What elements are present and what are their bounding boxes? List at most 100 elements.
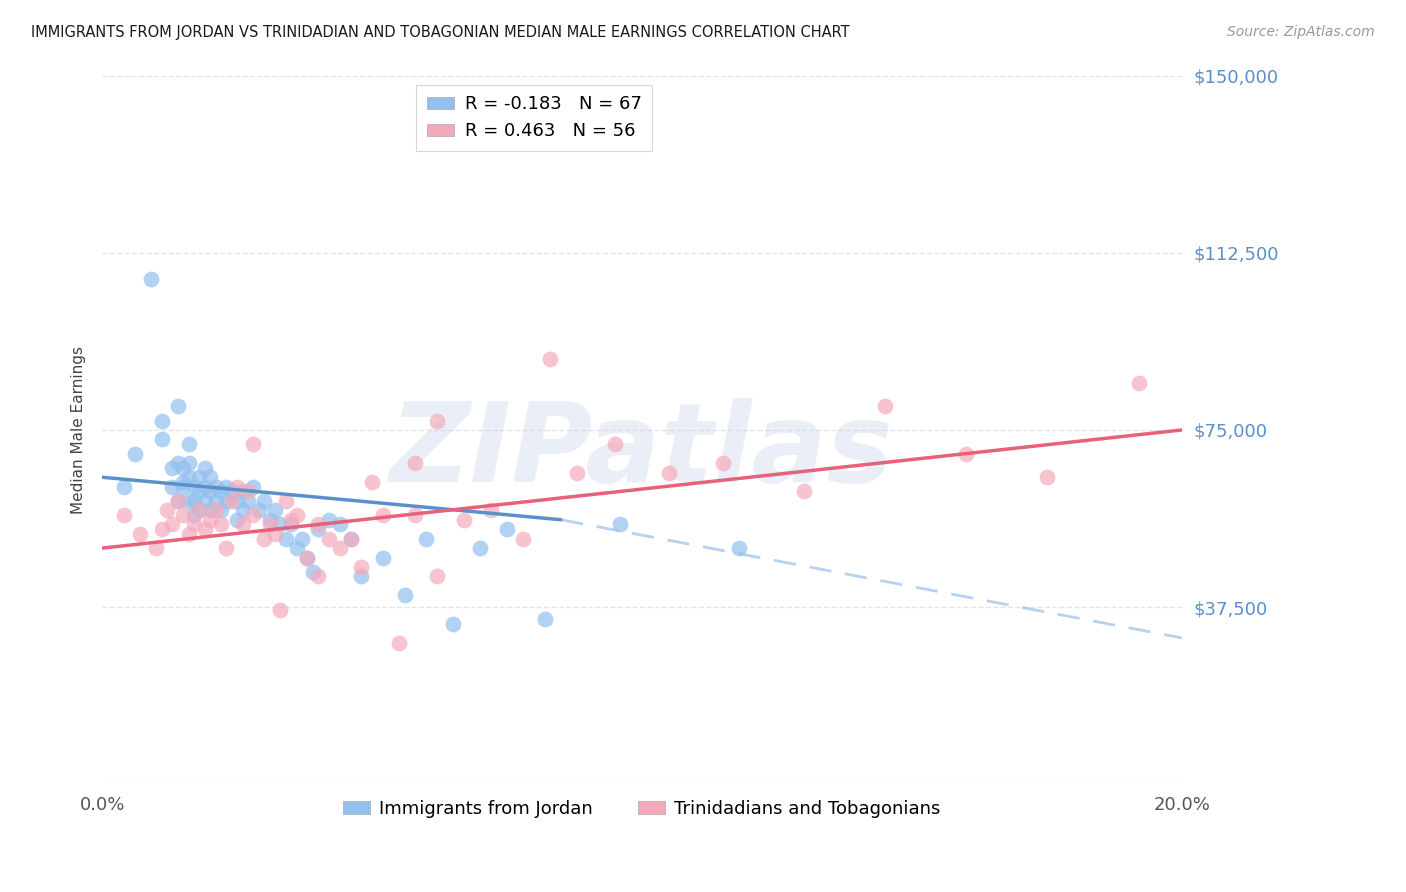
Point xyxy=(232,517,254,532)
Point xyxy=(301,565,323,579)
Point xyxy=(318,513,340,527)
Point xyxy=(215,494,238,508)
Point xyxy=(350,569,373,583)
Point xyxy=(307,569,329,583)
Point xyxy=(329,541,352,555)
Point xyxy=(198,513,221,527)
Point xyxy=(177,456,200,470)
Point xyxy=(226,480,249,494)
Point xyxy=(172,508,194,522)
Point xyxy=(215,480,238,494)
Point xyxy=(404,456,426,470)
Point xyxy=(150,522,173,536)
Point xyxy=(371,508,394,522)
Point xyxy=(711,456,734,470)
Point xyxy=(388,635,411,649)
Point xyxy=(404,508,426,522)
Point xyxy=(162,460,184,475)
Point xyxy=(955,447,977,461)
Point xyxy=(1036,470,1059,484)
Point xyxy=(166,400,188,414)
Point xyxy=(728,541,751,555)
Point xyxy=(350,560,373,574)
Point xyxy=(307,522,329,536)
Point xyxy=(247,503,270,517)
Point xyxy=(112,480,135,494)
Point xyxy=(873,400,896,414)
Point xyxy=(453,513,475,527)
Point xyxy=(242,508,264,522)
Point xyxy=(209,484,232,499)
Point xyxy=(468,541,491,555)
Point xyxy=(204,503,226,517)
Point xyxy=(204,480,226,494)
Point xyxy=(177,527,200,541)
Point xyxy=(264,503,287,517)
Point xyxy=(198,484,221,499)
Point xyxy=(1128,376,1150,390)
Point xyxy=(259,513,281,527)
Point xyxy=(183,494,205,508)
Point xyxy=(145,541,167,555)
Point xyxy=(194,522,217,536)
Point xyxy=(172,475,194,489)
Point xyxy=(188,470,211,484)
Point xyxy=(166,494,188,508)
Point xyxy=(183,480,205,494)
Point xyxy=(177,470,200,484)
Point xyxy=(274,494,297,508)
Point xyxy=(112,508,135,522)
Point xyxy=(609,517,631,532)
Point xyxy=(162,480,184,494)
Point xyxy=(162,517,184,532)
Point xyxy=(291,532,314,546)
Point xyxy=(297,550,319,565)
Point xyxy=(264,527,287,541)
Point xyxy=(297,550,319,565)
Legend: Immigrants from Jordan, Trinidadians and Tobagonians: Immigrants from Jordan, Trinidadians and… xyxy=(336,793,948,825)
Point xyxy=(371,550,394,565)
Point xyxy=(415,532,437,546)
Point xyxy=(209,517,232,532)
Point xyxy=(204,494,226,508)
Point xyxy=(194,460,217,475)
Point xyxy=(209,503,232,517)
Y-axis label: Median Male Earnings: Median Male Earnings xyxy=(72,346,86,514)
Text: ZIPatlas: ZIPatlas xyxy=(391,398,894,505)
Point xyxy=(479,503,502,517)
Point xyxy=(512,532,534,546)
Point xyxy=(361,475,384,489)
Point xyxy=(124,447,146,461)
Point xyxy=(232,503,254,517)
Point xyxy=(215,541,238,555)
Point xyxy=(242,480,264,494)
Point xyxy=(194,494,217,508)
Point xyxy=(242,437,264,451)
Point xyxy=(232,484,254,499)
Point xyxy=(339,532,361,546)
Point xyxy=(285,508,308,522)
Point xyxy=(285,541,308,555)
Point xyxy=(198,470,221,484)
Point xyxy=(177,437,200,451)
Point xyxy=(156,503,179,517)
Point xyxy=(188,503,211,517)
Point xyxy=(129,527,152,541)
Point xyxy=(269,602,291,616)
Point xyxy=(236,494,259,508)
Point xyxy=(226,513,249,527)
Point xyxy=(166,456,188,470)
Point xyxy=(318,532,340,546)
Point xyxy=(253,494,276,508)
Point xyxy=(177,494,200,508)
Point xyxy=(150,433,173,447)
Point xyxy=(259,517,281,532)
Point xyxy=(172,480,194,494)
Point xyxy=(194,480,217,494)
Point xyxy=(226,494,249,508)
Point xyxy=(269,517,291,532)
Point xyxy=(198,503,221,517)
Point xyxy=(188,484,211,499)
Point xyxy=(339,532,361,546)
Point xyxy=(280,517,302,532)
